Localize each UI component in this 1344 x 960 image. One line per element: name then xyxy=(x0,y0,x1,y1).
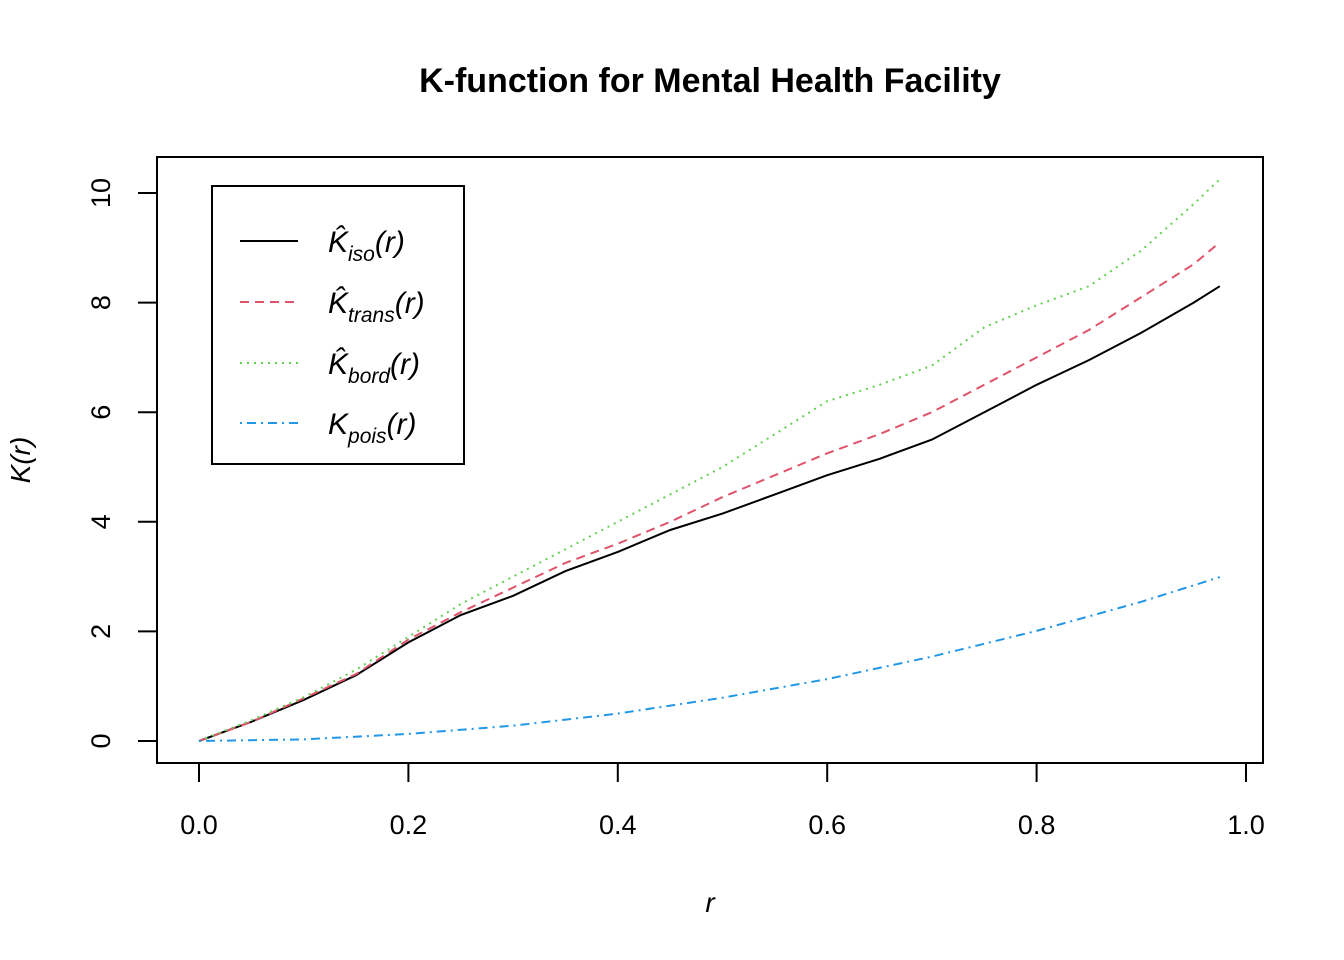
x-tick-label: 1.0 xyxy=(1227,810,1265,840)
y-tick-label: 0 xyxy=(86,733,116,748)
legend-label-4: Kpois(r) xyxy=(328,408,417,448)
y-axis-title: K(r) xyxy=(5,437,36,484)
plot-lines xyxy=(198,178,1221,742)
series-line-4 xyxy=(198,576,1221,742)
series-line-1 xyxy=(198,285,1221,742)
series-line-2 xyxy=(198,241,1221,742)
legend-label-2: K̂trans(r) xyxy=(328,287,425,327)
x-tick-label: 0.4 xyxy=(599,810,637,840)
y-axis: 0 2 4 6 8 10 xyxy=(86,178,158,749)
x-tick-label: 0.0 xyxy=(180,810,218,840)
legend-label-1: K̂iso(r) xyxy=(328,226,405,266)
x-tick-label: 0.6 xyxy=(808,810,846,840)
legend: K̂iso(r) K̂trans(r) K̂bord(r) Kpois(r) xyxy=(211,185,465,465)
legend-box xyxy=(211,185,465,465)
x-tick-label: 0.2 xyxy=(390,810,428,840)
x-tick-label: 0.8 xyxy=(1018,810,1056,840)
chart-title: K-function for Mental Health Facility xyxy=(419,62,1001,100)
y-tick-label: 4 xyxy=(86,514,116,529)
x-axis-title: r xyxy=(705,887,716,918)
y-tick-label: 10 xyxy=(86,178,116,208)
y-tick-label: 2 xyxy=(86,624,116,639)
y-tick-label: 6 xyxy=(86,405,116,420)
x-axis: 0.0 0.2 0.4 0.6 0.8 1.0 xyxy=(180,762,1265,840)
y-tick-label: 8 xyxy=(86,295,116,310)
legend-label-3: K̂bord(r) xyxy=(328,348,420,388)
